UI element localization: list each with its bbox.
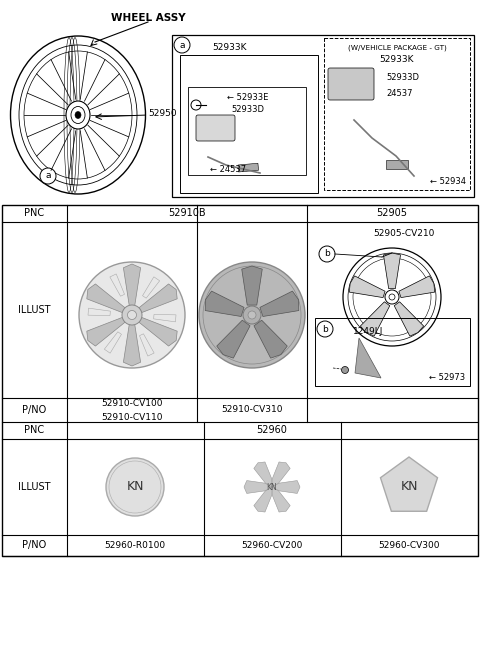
Polygon shape [139, 318, 177, 346]
Text: (W/VEHICLE PACKAGE - GT): (W/VEHICLE PACKAGE - GT) [348, 45, 446, 51]
Polygon shape [87, 284, 125, 313]
Ellipse shape [128, 310, 136, 319]
Text: 52905-CV210: 52905-CV210 [373, 230, 435, 239]
Text: PNC: PNC [24, 425, 44, 435]
Text: 52933D: 52933D [386, 73, 419, 83]
Text: ← 52934: ← 52934 [430, 178, 466, 186]
Ellipse shape [79, 262, 185, 368]
Bar [172, 35, 474, 197]
Polygon shape [272, 487, 290, 512]
Text: 52910-CV310: 52910-CV310 [221, 405, 283, 415]
Text: ← 52973: ← 52973 [429, 373, 465, 382]
Text: KN: KN [266, 483, 277, 491]
Polygon shape [254, 487, 272, 512]
Text: ← 24537: ← 24537 [210, 165, 246, 173]
Text: ILLUST: ILLUST [18, 305, 50, 315]
Text: 52950: 52950 [148, 108, 177, 117]
Bar [324, 38, 470, 190]
Text: b: b [324, 249, 330, 258]
Ellipse shape [243, 306, 261, 324]
FancyBboxPatch shape [196, 115, 235, 141]
Polygon shape [123, 325, 141, 366]
Circle shape [174, 37, 190, 53]
Polygon shape [394, 302, 424, 336]
Circle shape [341, 367, 348, 373]
Text: KN: KN [400, 480, 418, 493]
Text: 52910-CV110: 52910-CV110 [101, 413, 163, 422]
Ellipse shape [71, 106, 85, 123]
Polygon shape [143, 277, 160, 298]
Ellipse shape [343, 248, 441, 346]
Circle shape [40, 168, 56, 184]
Text: P/NO: P/NO [22, 540, 46, 550]
Polygon shape [242, 266, 262, 305]
Text: 52933K: 52933K [380, 56, 414, 64]
Ellipse shape [385, 290, 399, 304]
Polygon shape [217, 320, 250, 358]
Polygon shape [260, 291, 299, 316]
Polygon shape [244, 481, 272, 493]
Text: KN: KN [126, 480, 144, 493]
Text: 52960-CV300: 52960-CV300 [378, 541, 440, 550]
Ellipse shape [106, 458, 164, 516]
Polygon shape [355, 338, 381, 378]
Text: 24537: 24537 [386, 89, 412, 98]
Ellipse shape [122, 305, 142, 325]
Polygon shape [123, 264, 141, 306]
Polygon shape [272, 462, 290, 487]
Ellipse shape [248, 311, 256, 319]
Bar [180, 55, 318, 193]
Text: a: a [45, 171, 51, 180]
Ellipse shape [389, 294, 395, 300]
Text: 52910-CV100: 52910-CV100 [101, 400, 163, 409]
Polygon shape [384, 253, 400, 289]
Bar [238, 163, 259, 172]
Polygon shape [381, 457, 438, 511]
Polygon shape [154, 314, 176, 322]
Text: 52933D: 52933D [231, 104, 264, 113]
Circle shape [319, 246, 335, 262]
Text: 52933K: 52933K [213, 43, 247, 52]
Bar [386, 160, 408, 169]
Ellipse shape [199, 262, 305, 368]
Bar [315, 318, 470, 386]
Text: PNC: PNC [24, 208, 44, 218]
Polygon shape [140, 334, 154, 356]
Polygon shape [399, 276, 435, 298]
Text: 52960: 52960 [257, 425, 288, 435]
Polygon shape [205, 291, 244, 316]
Polygon shape [139, 284, 177, 313]
Text: a: a [179, 41, 185, 49]
Text: P/NO: P/NO [22, 405, 46, 415]
Text: 52910B: 52910B [168, 208, 206, 218]
Polygon shape [110, 274, 124, 297]
Polygon shape [104, 332, 121, 353]
Polygon shape [87, 318, 125, 346]
Polygon shape [254, 320, 287, 358]
Text: b: b [322, 325, 328, 333]
Text: 52960-R0100: 52960-R0100 [105, 541, 166, 550]
FancyBboxPatch shape [328, 68, 374, 100]
Polygon shape [360, 302, 390, 336]
Bar [2, 205, 478, 556]
Text: ILLUST: ILLUST [18, 482, 50, 492]
Text: 52905: 52905 [376, 208, 408, 218]
Text: WHEEL ASSY: WHEEL ASSY [111, 13, 185, 23]
Polygon shape [349, 276, 385, 298]
Polygon shape [88, 308, 110, 316]
Text: 1249LJ: 1249LJ [353, 327, 384, 337]
Ellipse shape [66, 101, 90, 129]
Text: ← 52933E: ← 52933E [228, 92, 269, 102]
Ellipse shape [75, 112, 81, 119]
Text: 52960-CV200: 52960-CV200 [241, 541, 303, 550]
Polygon shape [272, 481, 300, 493]
Polygon shape [254, 462, 272, 487]
Circle shape [317, 321, 333, 337]
Bar [188, 87, 306, 175]
